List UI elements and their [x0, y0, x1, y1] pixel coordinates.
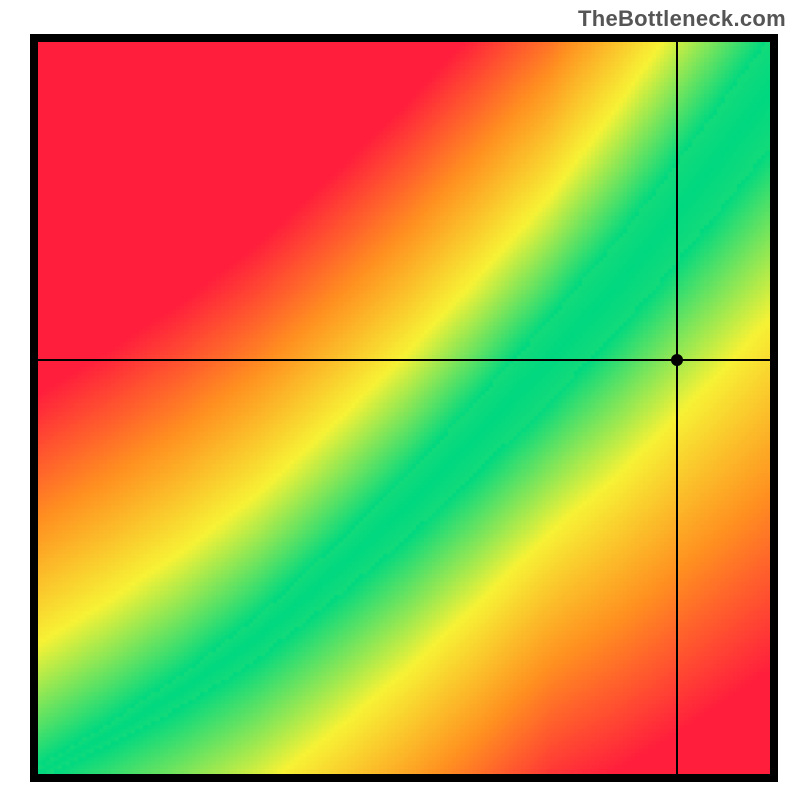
- plot-frame: [30, 34, 778, 782]
- crosshair-horizontal: [38, 359, 770, 361]
- chart-container: TheBottleneck.com: [0, 0, 800, 800]
- watermark-text: TheBottleneck.com: [578, 6, 786, 32]
- crosshair-vertical: [676, 42, 678, 774]
